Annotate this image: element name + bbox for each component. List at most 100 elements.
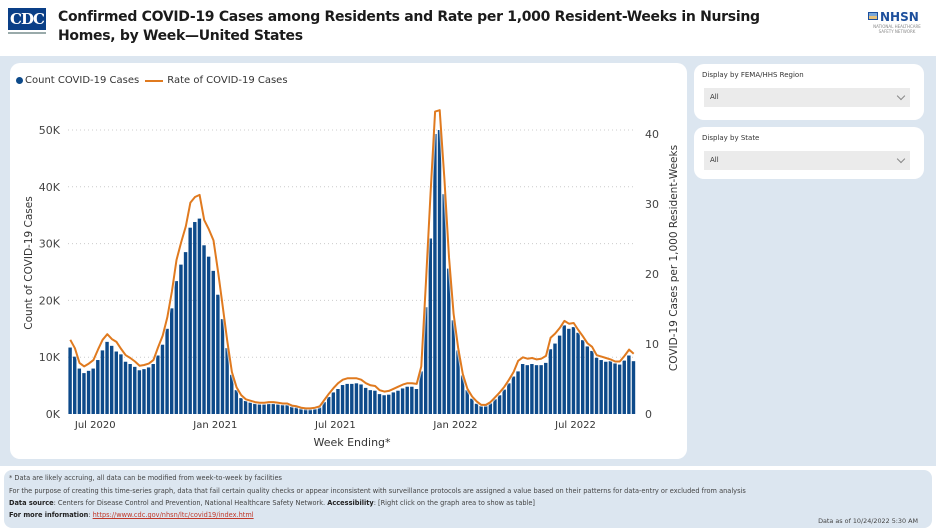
bar[interactable] — [400, 388, 405, 414]
bar[interactable] — [479, 406, 483, 414]
bar[interactable] — [142, 369, 146, 414]
bar[interactable] — [373, 390, 377, 414]
bar[interactable] — [128, 364, 132, 414]
bar[interactable] — [105, 341, 109, 414]
bar[interactable] — [82, 373, 86, 414]
bar[interactable] — [460, 375, 465, 414]
bar[interactable] — [354, 383, 359, 414]
bar[interactable] — [484, 405, 488, 414]
bar[interactable] — [553, 343, 557, 414]
bar[interactable] — [497, 395, 502, 414]
bar[interactable] — [313, 408, 317, 414]
bar[interactable] — [387, 394, 391, 414]
state-dropdown[interactable]: All — [704, 151, 910, 170]
bar[interactable] — [622, 360, 626, 414]
bar[interactable] — [230, 374, 234, 414]
bar[interactable] — [271, 403, 276, 414]
bar[interactable] — [613, 363, 617, 414]
bar[interactable] — [363, 387, 368, 414]
bar[interactable] — [442, 194, 446, 414]
bar[interactable] — [146, 367, 151, 414]
bar[interactable] — [567, 328, 571, 414]
bar[interactable] — [299, 408, 303, 414]
bar[interactable] — [188, 227, 192, 414]
bar[interactable] — [405, 386, 409, 414]
bar[interactable] — [539, 365, 543, 414]
bar[interactable] — [183, 252, 188, 414]
bar[interactable] — [451, 320, 456, 414]
bar[interactable] — [160, 344, 165, 414]
bar[interactable] — [350, 383, 354, 414]
bar[interactable] — [433, 133, 437, 414]
bar[interactable] — [294, 407, 299, 414]
bar[interactable] — [525, 365, 529, 414]
bar[interactable] — [382, 395, 386, 414]
bar[interactable] — [340, 385, 345, 414]
bar[interactable] — [276, 404, 280, 414]
bar[interactable] — [368, 390, 372, 414]
bar[interactable] — [109, 345, 114, 414]
bar[interactable] — [266, 403, 271, 414]
bar[interactable] — [391, 392, 396, 414]
bar[interactable] — [234, 390, 239, 414]
bar[interactable] — [456, 350, 460, 414]
bar[interactable] — [511, 376, 516, 414]
bar[interactable] — [377, 394, 382, 414]
bar[interactable] — [562, 325, 566, 414]
bar[interactable] — [594, 357, 599, 414]
bar[interactable] — [193, 222, 197, 414]
bar[interactable] — [156, 355, 160, 414]
bar[interactable] — [590, 350, 594, 414]
bar[interactable] — [174, 281, 179, 414]
bar[interactable] — [114, 351, 118, 414]
legend-item-count[interactable]: Count COVID-19 Cases — [25, 75, 140, 86]
bar[interactable] — [317, 407, 322, 414]
bar[interactable] — [123, 361, 128, 414]
bar[interactable] — [77, 368, 82, 414]
bar[interactable] — [100, 350, 105, 414]
bar[interactable] — [225, 348, 229, 414]
bar[interactable] — [243, 400, 248, 414]
bar[interactable] — [151, 364, 155, 414]
bar[interactable] — [202, 245, 206, 414]
bar[interactable] — [410, 386, 414, 414]
bar[interactable] — [557, 335, 562, 414]
bar[interactable] — [470, 398, 474, 414]
bar[interactable] — [428, 238, 433, 414]
bar[interactable] — [604, 361, 608, 414]
bar[interactable] — [608, 361, 613, 414]
bar[interactable] — [73, 356, 77, 414]
bar[interactable] — [86, 370, 91, 414]
bar[interactable] — [308, 409, 312, 414]
bar[interactable] — [285, 404, 289, 414]
bar[interactable] — [280, 404, 285, 414]
bar[interactable] — [327, 396, 331, 414]
bar[interactable] — [262, 404, 266, 414]
bar[interactable] — [419, 371, 423, 414]
bar[interactable] — [336, 389, 340, 414]
bar[interactable] — [530, 364, 534, 414]
bar[interactable] — [206, 256, 211, 414]
bar[interactable] — [345, 383, 349, 414]
bar[interactable] — [253, 403, 257, 414]
rate-line[interactable] — [69, 109, 635, 410]
bar[interactable] — [617, 364, 622, 414]
legend-item-rate[interactable]: Rate of COVID-19 Cases — [167, 75, 288, 86]
bar[interactable] — [179, 264, 183, 414]
bar[interactable] — [197, 218, 202, 414]
bar[interactable] — [359, 384, 363, 414]
bar[interactable] — [119, 354, 123, 414]
bar[interactable] — [585, 346, 590, 414]
region-dropdown[interactable]: All — [704, 88, 910, 107]
bar[interactable] — [423, 307, 428, 414]
bar[interactable] — [447, 268, 451, 414]
bar[interactable] — [437, 130, 442, 414]
bar[interactable] — [137, 370, 142, 414]
bar[interactable] — [169, 308, 174, 414]
bar[interactable] — [631, 361, 636, 414]
bar[interactable] — [303, 408, 308, 414]
bar[interactable] — [544, 362, 548, 414]
bar[interactable] — [534, 365, 539, 414]
bar[interactable] — [220, 319, 225, 414]
